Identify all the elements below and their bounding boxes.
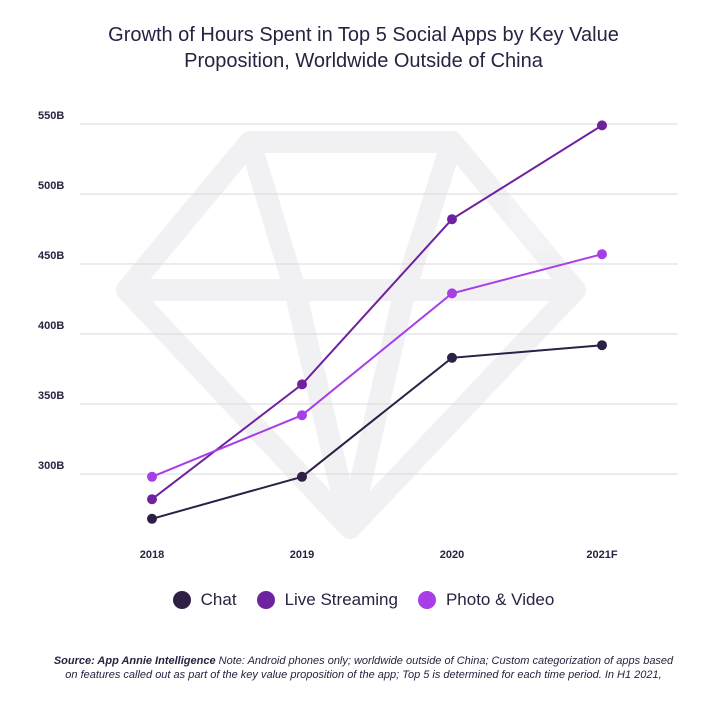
y-tick-label: 500B <box>38 180 64 192</box>
legend-label: Photo & Video <box>445 590 555 609</box>
chart-title: Growth of Hours Spent in Top 5 Social Ap… <box>0 22 727 74</box>
source-text: Note: Android phones only; worldwide out… <box>65 655 674 681</box>
y-tick-label: 550B <box>38 110 64 122</box>
legend-dot-icon <box>417 591 436 609</box>
grid-lines <box>80 123 678 475</box>
series-line <box>151 253 603 478</box>
legend-item: Live Streaming <box>256 590 398 610</box>
series-line <box>151 344 603 520</box>
source-label: Source: App Annie Intelligence <box>53 655 216 667</box>
x-axis-ticks: 2018 2019 2020 2021F <box>140 549 618 561</box>
watermark-diamond-logo <box>116 131 586 539</box>
legend-label: Chat <box>200 590 237 609</box>
data-point <box>447 288 457 299</box>
data-point <box>297 410 307 421</box>
legend-dot-icon <box>172 591 191 609</box>
y-tick-label: 400B <box>38 320 64 332</box>
series-lines <box>147 120 607 524</box>
legend-item: Photo & Video <box>417 590 555 610</box>
series-live-streaming <box>147 120 607 505</box>
x-tick-label: 2020 <box>440 549 464 561</box>
data-point <box>447 352 457 363</box>
data-point <box>297 379 307 390</box>
x-tick-label: 2018 <box>140 549 164 561</box>
x-tick-label: 2019 <box>290 549 314 561</box>
series-chat <box>147 340 607 524</box>
source-note: Source: App Annie Intelligence Note: And… <box>50 654 677 682</box>
chart-title-line2: Proposition, Worldwide Outside of China <box>184 50 543 72</box>
series-photo-video <box>147 249 607 482</box>
legend-item: Chat <box>172 590 237 610</box>
legend-label: Live Streaming <box>284 590 398 609</box>
data-point <box>597 120 607 131</box>
legend: Chat Live Streaming Photo & Video <box>0 590 727 610</box>
data-point <box>447 214 457 225</box>
data-point <box>147 471 157 482</box>
y-tick-label: 300B <box>38 460 64 472</box>
y-tick-label: 450B <box>38 250 64 262</box>
series-line <box>151 124 603 500</box>
y-tick-label: 350B <box>38 390 64 402</box>
y-axis-ticks: 300B 350B 400B 450B 500B 550B <box>38 110 64 472</box>
data-point <box>147 494 157 505</box>
data-point <box>597 340 607 351</box>
x-tick-label: 2021F <box>586 549 617 561</box>
data-point <box>297 471 307 482</box>
data-point <box>147 513 157 524</box>
legend-dot-icon <box>256 591 275 609</box>
data-point <box>597 249 607 260</box>
chart-title-line1: Growth of Hours Spent in Top 5 Social Ap… <box>108 24 619 46</box>
